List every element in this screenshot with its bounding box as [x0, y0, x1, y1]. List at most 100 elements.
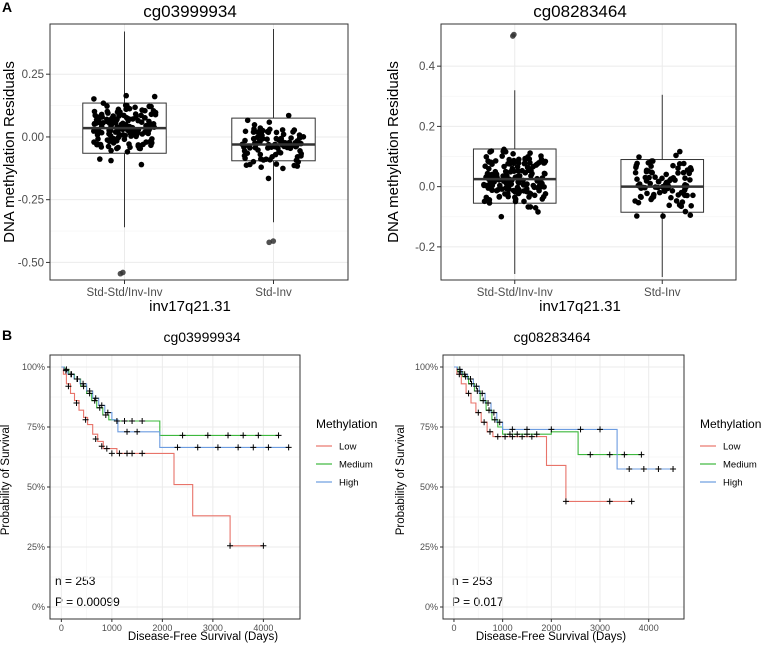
boxplot-chart-cg08283464: cg08283464 inv17q21.31 DNA methylation R…	[385, 2, 737, 315]
data-point	[650, 158, 656, 164]
data-point	[670, 162, 676, 169]
censor-mark	[265, 444, 272, 451]
data-point	[496, 193, 503, 200]
data-point	[108, 147, 114, 154]
data-point	[515, 168, 521, 174]
data-point	[644, 190, 650, 197]
x-tick-label: 2000	[541, 623, 561, 633]
data-point	[139, 107, 145, 113]
data-point	[652, 174, 658, 180]
x-axis-label: inv17q21.31	[539, 298, 621, 315]
data-point	[149, 140, 155, 146]
data-point	[648, 196, 654, 203]
data-point	[679, 199, 686, 205]
censor-mark	[456, 366, 463, 373]
outlier-point	[120, 269, 126, 276]
censor-mark	[475, 409, 482, 416]
data-point	[505, 193, 512, 200]
data-point	[288, 135, 294, 141]
data-point	[634, 213, 640, 219]
censor-mark	[548, 426, 555, 433]
data-point	[148, 103, 154, 110]
censor-mark	[597, 426, 604, 433]
y-tick-label: 0.25	[22, 69, 44, 81]
data-point	[244, 117, 251, 124]
data-point	[123, 122, 129, 128]
data-point	[687, 212, 694, 218]
censor-mark	[490, 409, 497, 416]
data-point	[533, 162, 539, 168]
censor-mark	[82, 416, 89, 423]
censor-mark	[74, 376, 81, 382]
data-point	[541, 184, 547, 190]
data-point	[663, 171, 669, 178]
annotation-n: n = 253	[452, 574, 493, 588]
data-point	[511, 168, 517, 174]
data-point	[530, 182, 537, 189]
boxplot-chart-cg03999934: cg03999934 inv17q21.31 DNA methylation R…	[1, 2, 349, 315]
censor-mark	[98, 402, 105, 409]
censor-mark	[116, 450, 123, 457]
data-point	[526, 156, 533, 162]
censor-mark	[587, 451, 594, 458]
censor-mark	[474, 388, 481, 394]
y-tick-label: 0%	[425, 602, 438, 612]
censor-mark	[461, 371, 468, 378]
data-point	[525, 164, 531, 171]
y-axis-label: Probability of Survival	[0, 425, 12, 536]
y-tick-label: 25%	[420, 542, 438, 552]
data-point	[294, 154, 301, 160]
censor-mark	[80, 380, 87, 387]
data-point	[118, 121, 124, 128]
censor-mark	[62, 367, 69, 374]
data-point	[488, 171, 495, 178]
data-point	[138, 161, 145, 168]
data-point	[273, 135, 280, 142]
censor-mark	[214, 444, 221, 451]
y-tick-label: 75%	[27, 422, 45, 432]
data-point	[139, 131, 146, 137]
censor-mark	[108, 450, 115, 457]
data-point	[503, 185, 510, 192]
data-point	[510, 151, 516, 157]
censor-mark	[67, 371, 74, 378]
km-curve-low	[61, 366, 264, 547]
data-point	[656, 178, 662, 185]
data-point	[512, 196, 519, 202]
data-point	[666, 202, 672, 209]
data-point	[638, 194, 644, 200]
data-point	[275, 145, 281, 151]
legend-label-low: Low	[723, 442, 741, 453]
y-tick-label: 100%	[22, 362, 45, 372]
censor-mark	[113, 418, 120, 424]
data-point	[656, 189, 663, 196]
data-point	[258, 164, 265, 170]
legend-label-medium: Medium	[339, 460, 373, 471]
data-point	[285, 112, 292, 119]
x-tick-label: Std-Inv	[255, 287, 292, 299]
data-point	[112, 118, 118, 125]
y-tick-label: -0.2	[415, 242, 435, 254]
data-point	[682, 175, 688, 181]
data-point	[291, 162, 298, 169]
x-tick-label: Std-Std/Inv-Inv	[477, 287, 553, 299]
data-point	[151, 93, 158, 100]
data-point	[645, 168, 651, 174]
x-tick-label: Std-Inv	[644, 287, 681, 299]
data-point	[673, 198, 680, 204]
censor-mark	[65, 383, 72, 390]
censor-mark	[73, 400, 80, 406]
data-point	[265, 129, 272, 136]
censor-mark	[121, 418, 128, 424]
data-point	[247, 161, 253, 168]
data-point	[121, 112, 127, 119]
data-point	[242, 137, 248, 144]
data-point	[492, 158, 499, 164]
censor-mark	[63, 366, 70, 373]
data-point	[647, 180, 653, 187]
data-point	[514, 189, 521, 196]
data-point	[687, 177, 693, 183]
y-tick-label: -0.50	[18, 257, 44, 269]
legend-title: Methylation	[316, 417, 377, 431]
data-point	[489, 161, 495, 167]
